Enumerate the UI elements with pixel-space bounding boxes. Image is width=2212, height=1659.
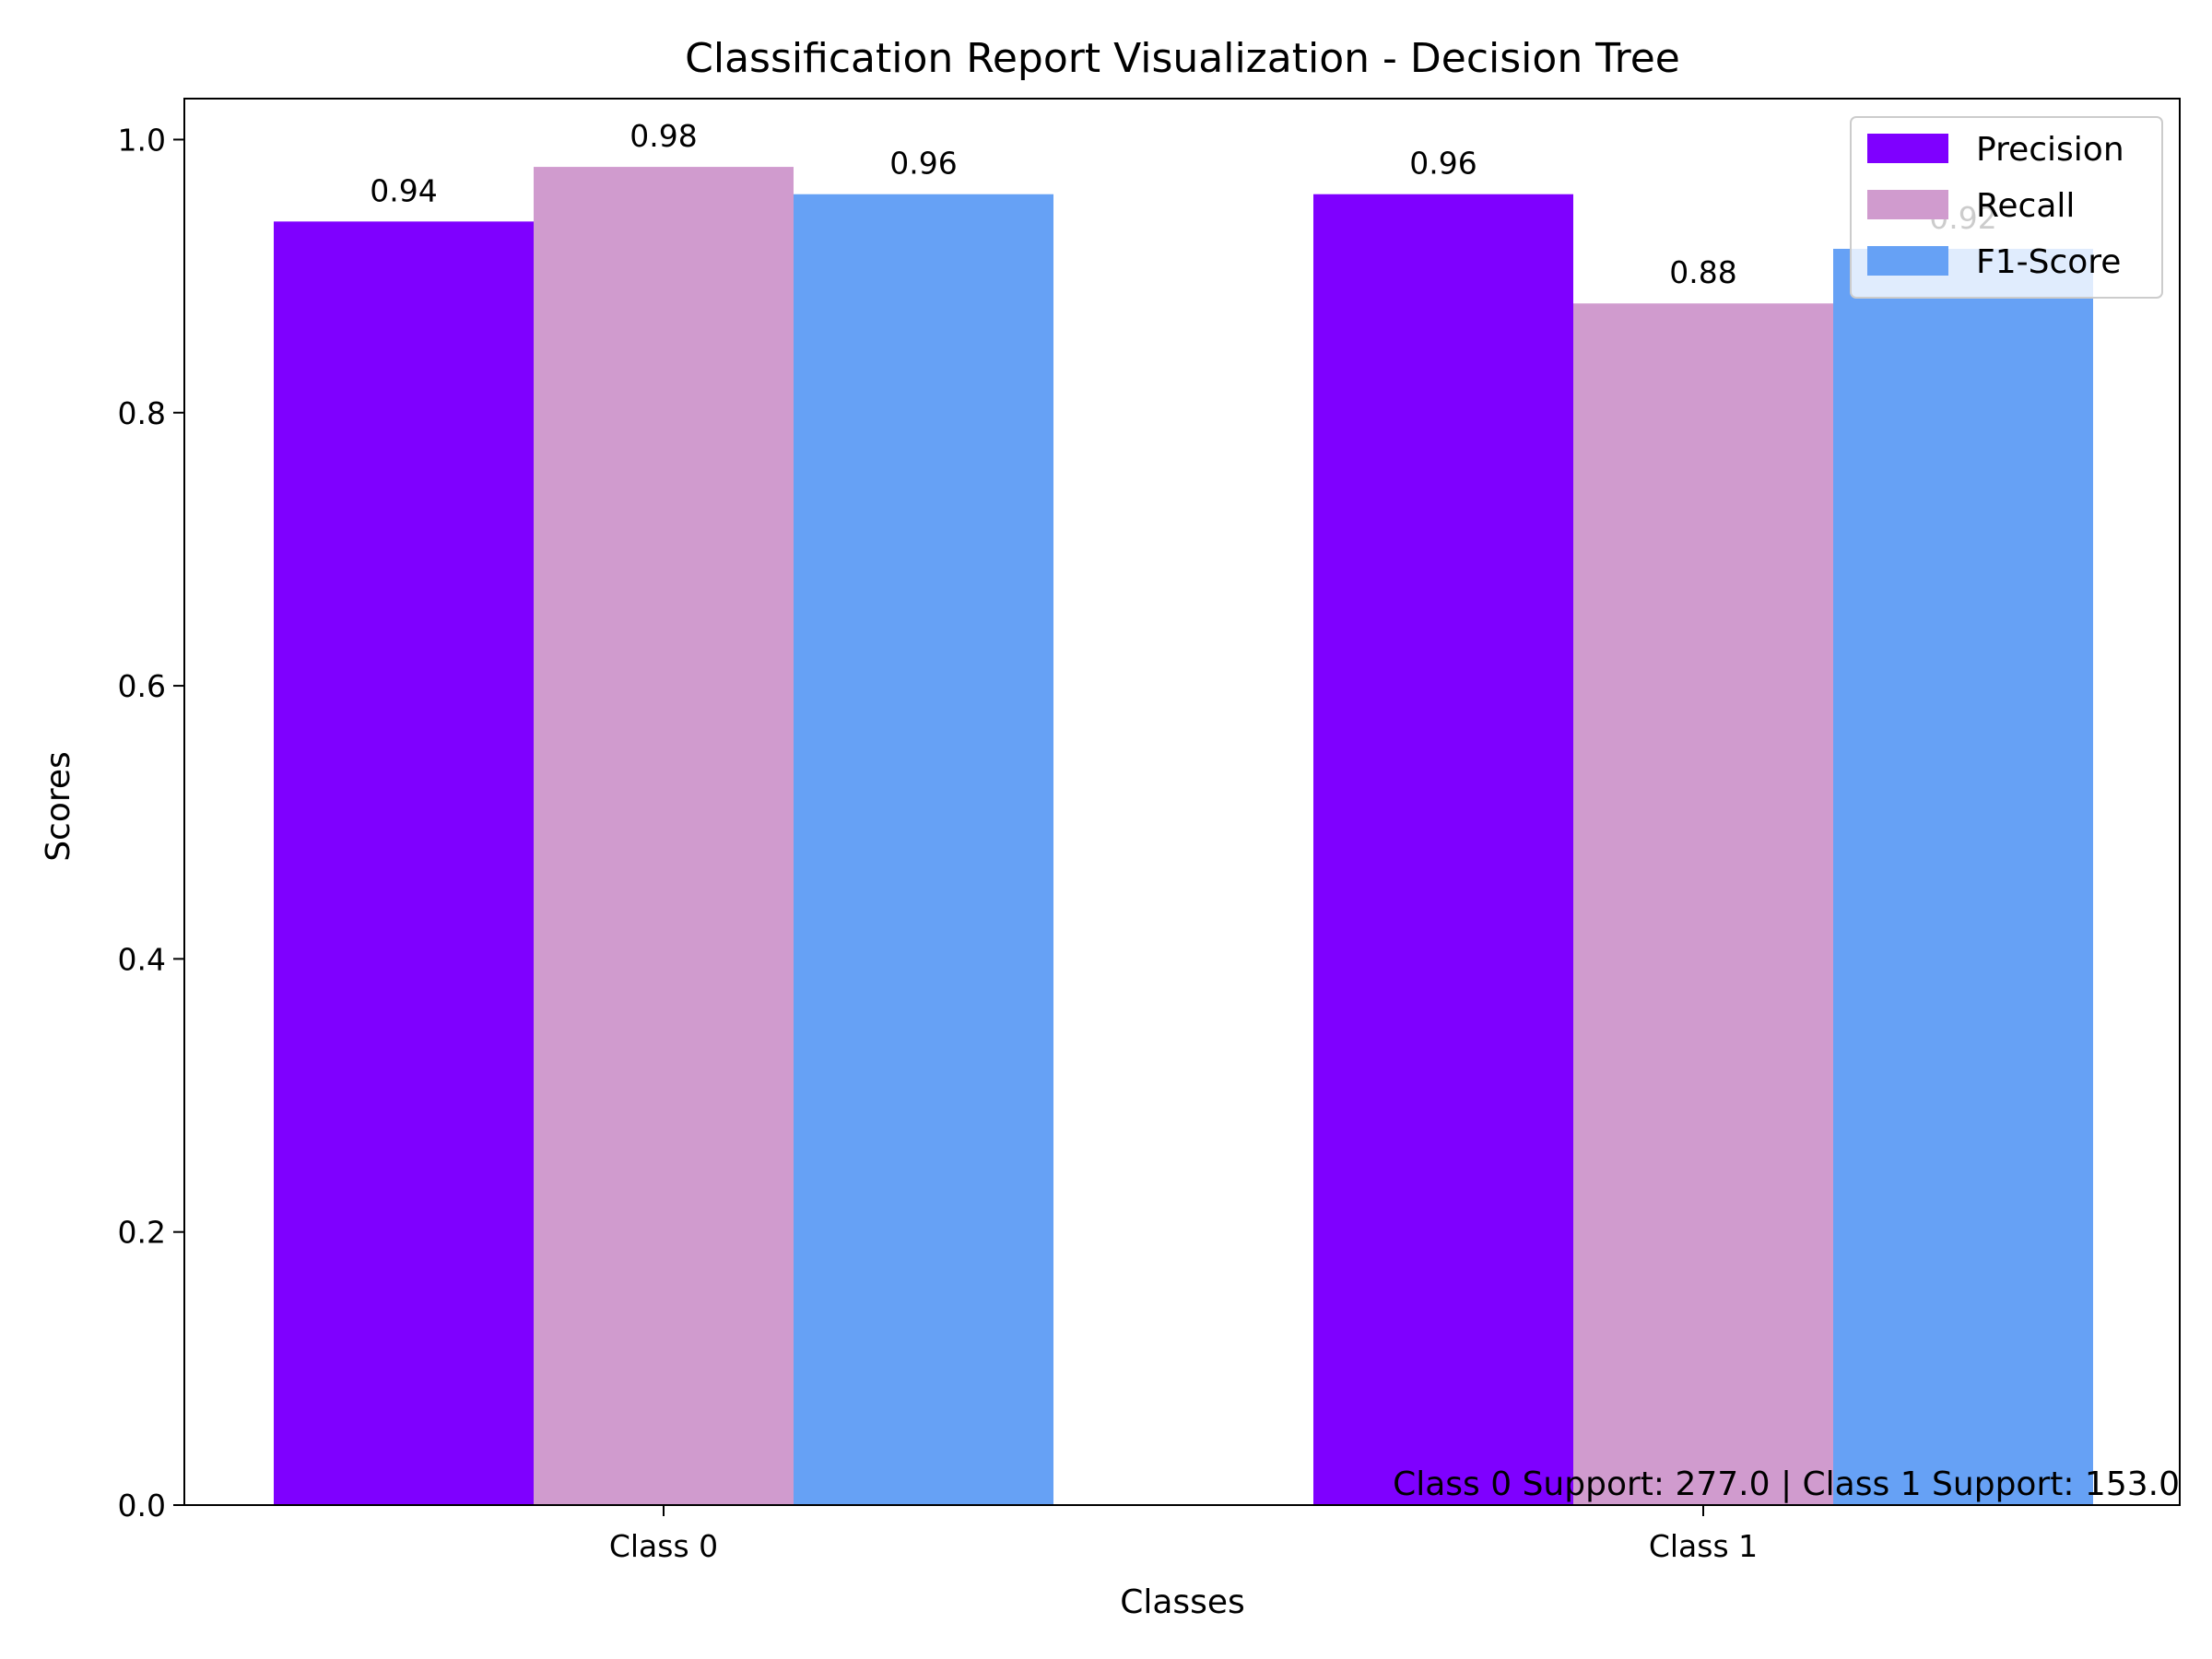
legend-swatch-recall [1867,190,1948,219]
bar-value-label: 0.94 [370,172,437,208]
bar-value-label: 0.98 [629,118,697,154]
bar-recall-1 [1573,303,1833,1505]
bar-value-label: 0.96 [1409,146,1477,182]
x-tick-label: Class 1 [1649,1528,1758,1564]
y-axis-label: Scores [40,751,77,862]
x-axis-label: Classes [1120,1583,1245,1621]
bar-f1-score-1 [1833,248,2093,1505]
y-tick-label: 0.6 [118,668,166,704]
y-tick-label: 0.0 [118,1488,166,1524]
bar-precision-1 [1313,194,1573,1505]
legend-swatch-precision [1867,134,1948,163]
y-axis: 0.0 0.2 0.4 0.6 0.8 1.0 [118,122,184,1524]
y-tick-label: 0.2 [118,1215,166,1251]
bar-value-label: 0.96 [889,146,957,182]
plot-frame [183,98,2181,1506]
bar-f1-score-0 [794,194,1053,1505]
legend-label-recall: Recall [1976,187,2075,225]
chart-title: Classification Report Visualization - De… [685,35,1680,82]
legend-label-f1-score: F1-Score [1976,243,2121,281]
support-annotation: Class 0 Support: 277.0 | Class 1 Support… [1393,1465,2180,1503]
y-tick-label: 0.8 [118,395,166,431]
x-axis: Class 0 Class 1 [609,1505,1758,1564]
bar-value-label: 0.88 [1669,254,1736,290]
x-tick-label: Class 0 [609,1528,718,1564]
legend: Precision Recall F1-Score [1850,116,2163,299]
bars-group [274,167,2093,1506]
y-tick-label: 0.4 [118,941,166,977]
bar-recall-0 [534,167,794,1506]
legend-swatch-f1-score [1867,246,1948,276]
bar-precision-0 [274,221,534,1505]
y-tick-label: 1.0 [118,122,166,158]
legend-label-precision: Precision [1976,131,2124,169]
